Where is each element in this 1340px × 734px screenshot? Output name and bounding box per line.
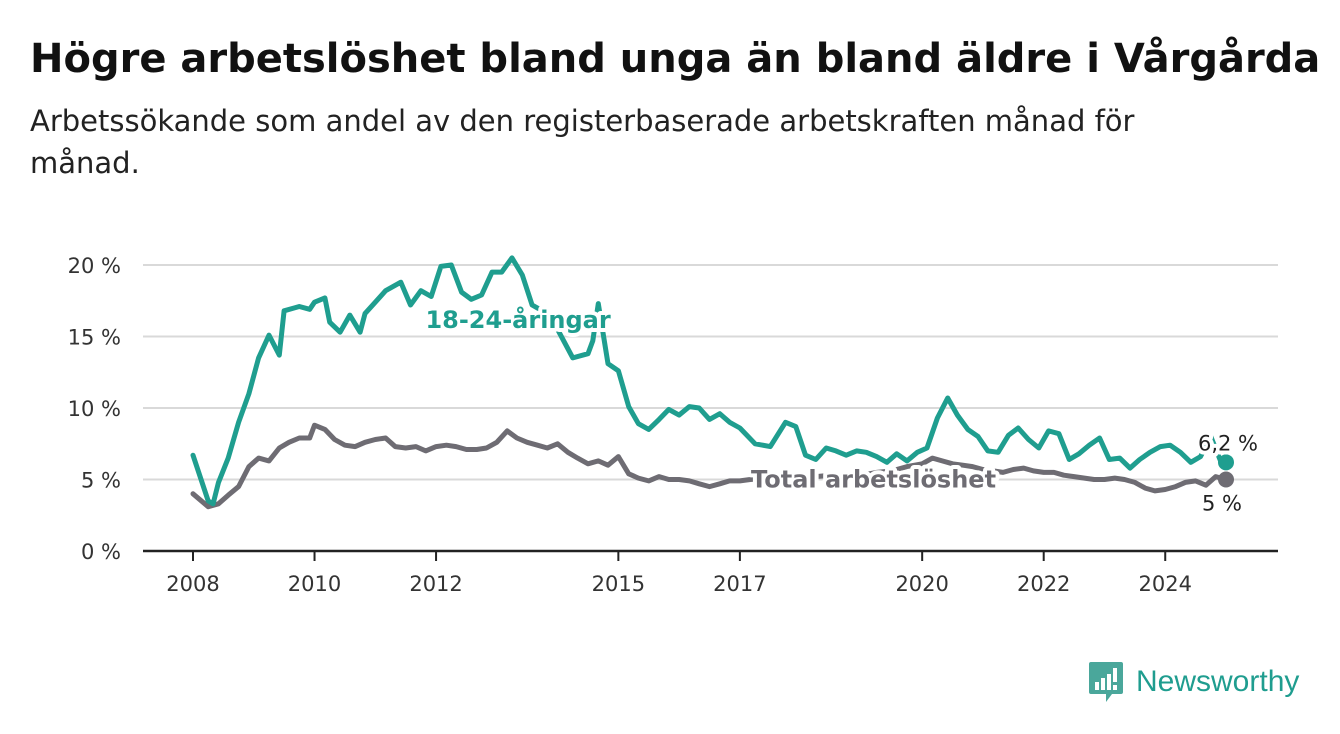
series-line-youth <box>190 255 1229 507</box>
x-tick-label: 2020 <box>895 572 948 596</box>
y-tick-label: 20 % <box>68 254 121 278</box>
y-tick-label: 15 % <box>68 326 121 350</box>
gridlines <box>143 264 1278 481</box>
series-lines <box>190 255 1234 510</box>
chart-title: Högre arbetslöshet bland unga än bland ä… <box>30 36 1321 82</box>
end-value-label-youth: 6,2 % <box>1198 431 1258 455</box>
series-end-point-youth <box>1218 454 1234 471</box>
y-tick-label: 0 % <box>81 540 121 564</box>
series-labels: 18-24-åringar Total arbetslöshet 6,2 % 5 % <box>421 301 1262 520</box>
y-tick-label: 10 % <box>68 397 121 421</box>
brand-name: Newsworthy <box>1136 665 1300 698</box>
x-tick-label: 2022 <box>1017 572 1070 596</box>
x-tick-label: 2010 <box>288 572 341 596</box>
y-axis-tick-labels: 0 % 5 % 10 % 15 % 20 % <box>68 254 121 564</box>
newsworthy-logo: Newsworthy <box>1088 660 1299 704</box>
end-value-label-total: 5 % <box>1202 492 1242 516</box>
x-tick-label: 2012 <box>409 572 462 596</box>
x-tick-label: 2024 <box>1139 572 1192 596</box>
x-tick-label: 2017 <box>713 572 766 596</box>
chart-subtitle: Arbetssökande som andel av den registerb… <box>30 104 1135 180</box>
x-tick-label: 2008 <box>166 572 219 596</box>
y-tick-label: 5 % <box>81 469 121 493</box>
x-tick-label: 2015 <box>592 572 645 596</box>
newsworthy-bar-chart-icon <box>1089 662 1123 702</box>
series-label-total: Total arbetslöshet <box>751 465 996 493</box>
series-end-point-total <box>1218 471 1234 488</box>
series-line-total <box>190 422 1229 510</box>
x-axis: 2008 2010 2012 2015 2017 2020 2022 2024 <box>143 549 1278 596</box>
series-label-youth: 18-24-åringar <box>425 305 610 334</box>
